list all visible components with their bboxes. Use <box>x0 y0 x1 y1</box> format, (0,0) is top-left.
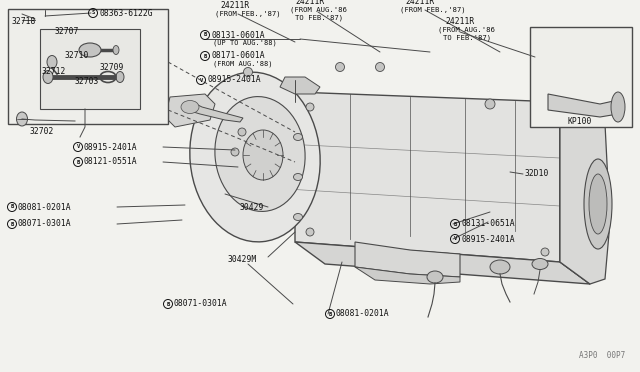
Text: 08131-0651A: 08131-0651A <box>461 219 515 228</box>
Polygon shape <box>355 242 460 277</box>
Ellipse shape <box>243 130 283 180</box>
Text: V: V <box>76 144 79 150</box>
Text: 30429M: 30429M <box>228 256 257 264</box>
Ellipse shape <box>175 96 205 118</box>
Circle shape <box>238 128 246 136</box>
Text: (FROM AUG.'88): (FROM AUG.'88) <box>213 61 273 67</box>
Circle shape <box>231 148 239 156</box>
Text: 08071-0301A: 08071-0301A <box>174 299 228 308</box>
Text: 08081-0201A: 08081-0201A <box>18 202 72 212</box>
Text: 24211R: 24211R <box>405 0 435 6</box>
Text: 32702: 32702 <box>30 128 54 137</box>
Ellipse shape <box>181 100 199 113</box>
Ellipse shape <box>589 174 607 234</box>
Circle shape <box>335 62 344 71</box>
Text: B: B <box>10 205 13 209</box>
Text: 32718: 32718 <box>12 17 36 26</box>
Text: 08915-2401A: 08915-2401A <box>84 142 138 151</box>
Text: 08915-2401A: 08915-2401A <box>461 234 515 244</box>
Text: 30429: 30429 <box>240 202 264 212</box>
Text: (FROM FEB.,'87): (FROM FEB.,'87) <box>400 7 466 13</box>
Text: V: V <box>453 237 456 241</box>
Text: (FROM FEB.,'87): (FROM FEB.,'87) <box>215 11 280 17</box>
Ellipse shape <box>17 112 28 126</box>
Ellipse shape <box>611 92 625 122</box>
Circle shape <box>376 62 385 71</box>
Text: 08121-0551A: 08121-0551A <box>84 157 138 167</box>
Polygon shape <box>560 102 610 284</box>
Text: TO FEB.'87): TO FEB.'87) <box>443 35 491 41</box>
Ellipse shape <box>294 214 303 221</box>
Text: 08131-0601A: 08131-0601A <box>211 31 264 39</box>
Text: 08915-2401A: 08915-2401A <box>207 76 260 84</box>
Text: S: S <box>92 10 95 16</box>
Circle shape <box>306 228 314 236</box>
Ellipse shape <box>79 43 101 57</box>
Text: 32709: 32709 <box>100 62 124 71</box>
Circle shape <box>485 99 495 109</box>
Polygon shape <box>187 102 243 122</box>
Circle shape <box>306 103 314 111</box>
Text: 24211R: 24211R <box>295 0 324 6</box>
Text: TO FEB.'87): TO FEB.'87) <box>295 15 343 21</box>
Ellipse shape <box>532 259 548 269</box>
Polygon shape <box>560 102 590 284</box>
Text: 08171-0601A: 08171-0601A <box>211 51 264 61</box>
Polygon shape <box>355 267 460 284</box>
Text: 24211R: 24211R <box>220 1 249 10</box>
Text: B: B <box>328 311 332 317</box>
Ellipse shape <box>116 71 124 83</box>
Text: A3P0  00P7: A3P0 00P7 <box>579 351 625 360</box>
Text: 32703: 32703 <box>75 77 99 87</box>
Polygon shape <box>548 94 618 117</box>
Ellipse shape <box>584 159 612 249</box>
Text: (UP TO AUG.'88): (UP TO AUG.'88) <box>213 40 276 46</box>
Bar <box>530 27 632 127</box>
Ellipse shape <box>490 260 510 274</box>
Polygon shape <box>165 94 215 127</box>
Ellipse shape <box>427 271 443 283</box>
Circle shape <box>541 106 549 114</box>
Text: (FROM AUG.'86: (FROM AUG.'86 <box>290 7 347 13</box>
Polygon shape <box>295 92 560 262</box>
Bar <box>8 9 168 124</box>
Text: 32707: 32707 <box>55 26 79 35</box>
Text: 32712: 32712 <box>42 67 67 77</box>
Circle shape <box>541 248 549 256</box>
Text: KP100: KP100 <box>568 118 593 126</box>
Text: B: B <box>76 160 79 164</box>
Text: 32710: 32710 <box>65 51 90 61</box>
Text: (FROM AUG.'86: (FROM AUG.'86 <box>438 27 495 33</box>
Text: 08363-6122G: 08363-6122G <box>99 9 152 17</box>
Ellipse shape <box>113 45 119 55</box>
Text: B: B <box>204 32 207 38</box>
Text: B: B <box>10 221 13 227</box>
Ellipse shape <box>47 55 57 68</box>
Ellipse shape <box>190 72 320 242</box>
Ellipse shape <box>294 173 303 180</box>
Text: 24211R: 24211R <box>445 17 474 26</box>
Ellipse shape <box>43 71 53 83</box>
Text: 08081-0201A: 08081-0201A <box>336 310 390 318</box>
Text: B: B <box>166 301 170 307</box>
Polygon shape <box>295 242 590 284</box>
Text: B: B <box>204 54 207 58</box>
Text: 08071-0301A: 08071-0301A <box>18 219 72 228</box>
Bar <box>40 29 140 109</box>
Text: V: V <box>200 77 203 83</box>
Text: 32D10: 32D10 <box>525 170 549 179</box>
Polygon shape <box>280 77 320 94</box>
Ellipse shape <box>294 134 303 141</box>
Text: B: B <box>453 221 456 227</box>
Ellipse shape <box>215 97 305 211</box>
Circle shape <box>243 67 253 77</box>
